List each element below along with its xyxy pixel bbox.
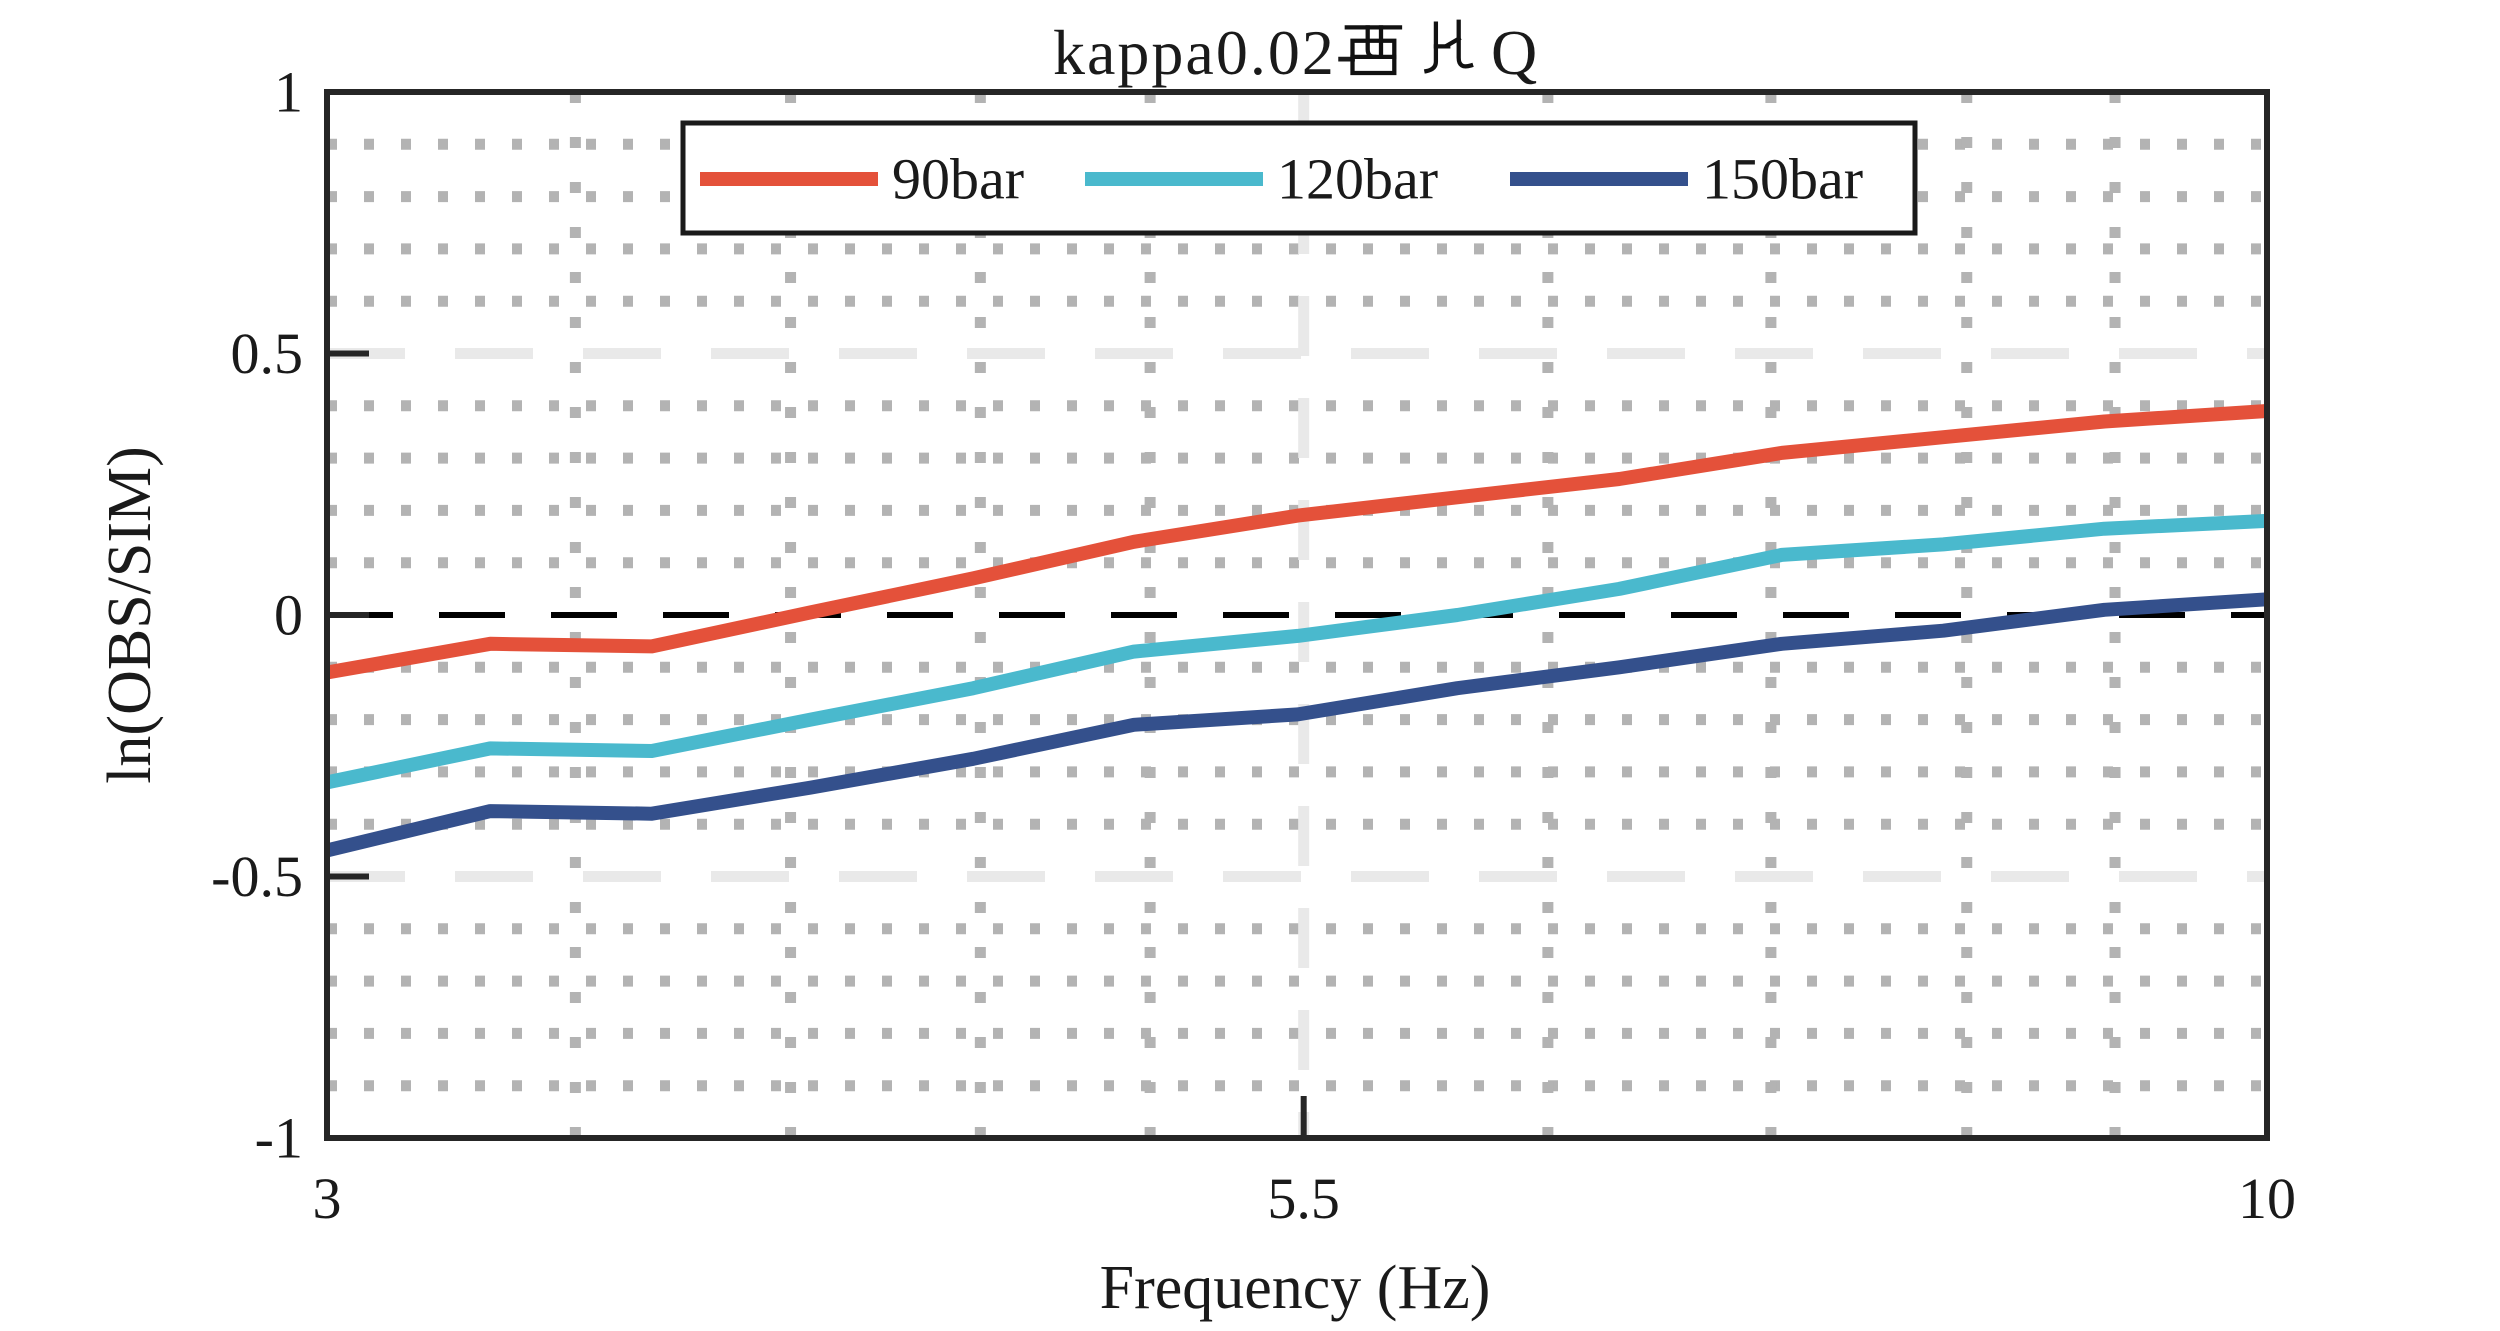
series-layer bbox=[325, 404, 2268, 858]
legend-box bbox=[680, 120, 1918, 236]
tick-layer: 1 0.5 0 -0.5 -13 5.5 10 bbox=[211, 60, 2296, 1232]
legend-label: 90bar bbox=[892, 147, 1024, 212]
title-text: kappa0.02- bbox=[1053, 17, 1359, 88]
y-tick-label: -0.5 bbox=[211, 844, 303, 909]
title-cjk-glyph bbox=[1344, 25, 1403, 76]
x-tick-label: 5.5 bbox=[1267, 1166, 1340, 1231]
glyph-stroke bbox=[1444, 35, 1462, 49]
title-text: Q bbox=[1491, 17, 1539, 88]
legend-entry-90bar: 90bar bbox=[700, 147, 1024, 212]
x-tick-label: 10 bbox=[2238, 1166, 2296, 1231]
x-tick-label: 3 bbox=[313, 1166, 342, 1231]
glyph-stroke bbox=[1456, 19, 1474, 69]
glyph-stroke bbox=[1365, 25, 1377, 59]
curve-120bar bbox=[325, 513, 2268, 790]
legend-entry-120bar: 120bar bbox=[1085, 147, 1438, 212]
chart-title: kappa0.02- Q bbox=[1053, 17, 1539, 88]
title-cjk-glyph bbox=[1423, 19, 1474, 74]
legend-entry-150bar: 150bar bbox=[1510, 147, 1863, 212]
legend-label: 120bar bbox=[1277, 147, 1438, 212]
y-tick-label: 0.5 bbox=[231, 321, 304, 386]
curve-150bar bbox=[325, 592, 2268, 858]
y-tick-label: -1 bbox=[255, 1106, 303, 1171]
y-tick-label: 0 bbox=[274, 583, 303, 648]
legend: 90bar 120bar 150bar bbox=[680, 120, 1918, 236]
glyph-stroke bbox=[1423, 21, 1439, 74]
legend-label: 150bar bbox=[1702, 147, 1863, 212]
y-axis-label: ln(OBS/SIM) bbox=[96, 446, 164, 784]
x-axis-label: Frequency (Hz) bbox=[1100, 1254, 1491, 1322]
curve-90bar bbox=[325, 404, 2268, 680]
y-tick-label: 1 bbox=[274, 60, 303, 125]
